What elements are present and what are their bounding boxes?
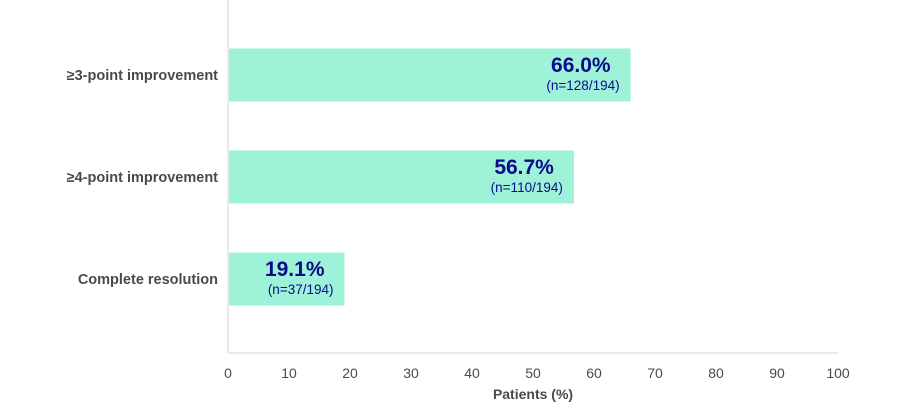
bar-3 [229,252,345,306]
x-tick-label-90: 90 [769,365,785,381]
bar-1 [229,48,631,102]
x-tick-label-100: 100 [826,365,850,381]
x-tick-label-30: 30 [403,365,419,381]
x-tick-label-80: 80 [708,365,724,381]
bars-layer: 66.0%(n=128/194) 56.7%(n=110/194) 19.1%(n=… [229,48,631,306]
bar-count-label-3: (n=37/194) [268,282,334,297]
bar-value-label-2: 56.7% [494,156,554,179]
category-label-1: ≥3-point improvement [67,68,219,84]
x-axis-title: Patients (%) [493,386,573,402]
x-tick-label-60: 60 [586,365,602,381]
axis-layer [227,0,838,354]
x-tick-labels: 0 10 20 30 40 50 60 70 80 90 100 [224,365,850,381]
category-label-2: ≥4-point improvement [67,170,219,186]
category-labels: ≥3-point improvement ≥4-point improvement… [67,68,219,288]
x-tick-label-50: 50 [525,365,541,381]
x-tick-label-70: 70 [647,365,663,381]
category-label-3: Complete resolution [78,272,218,288]
bar-2 [229,150,574,204]
x-tick-label-10: 10 [281,365,297,381]
bar-count-label-2: (n=110/194) [491,180,563,195]
bar-count-label-1: (n=128/194) [546,78,619,93]
x-tick-label-0: 0 [224,365,232,381]
x-tick-label-40: 40 [464,365,480,381]
bar-value-label-1: 66.0% [551,54,611,77]
bar-value-label-3: 19.1% [265,258,325,281]
x-tick-label-20: 20 [342,365,358,381]
